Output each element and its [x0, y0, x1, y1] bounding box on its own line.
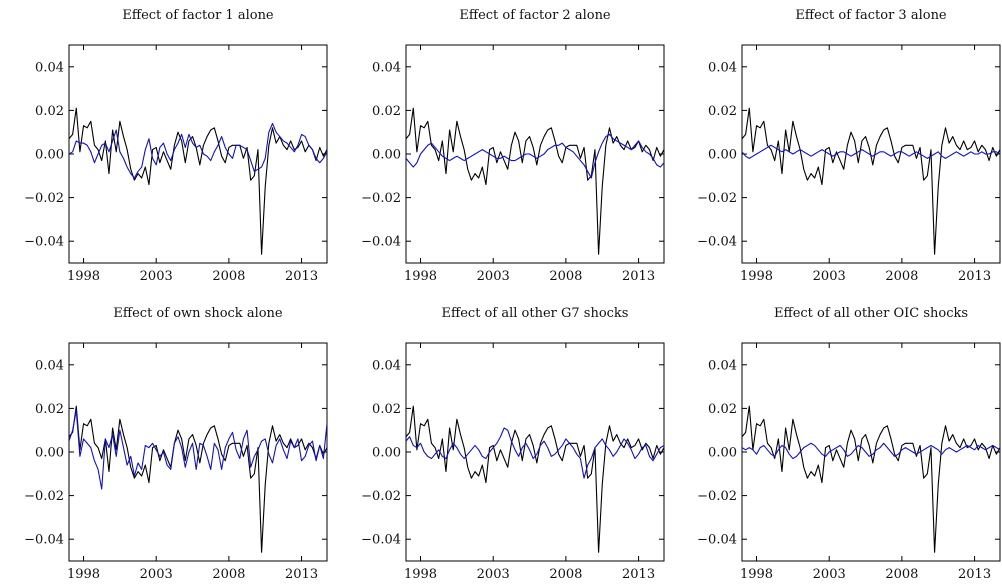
- x-tick-label: 1998: [67, 567, 100, 582]
- series-line-actual: [406, 107, 664, 255]
- chart-title: Effect of all other OIC shocks: [774, 306, 968, 321]
- x-tick-label: 2003: [477, 269, 510, 284]
- x-tick-label: 1998: [740, 269, 773, 284]
- series-line-effect: [406, 133, 664, 179]
- y-tick-label: −0.04: [361, 235, 401, 250]
- y-tick-label: 0.04: [35, 60, 64, 75]
- y-tick-label: 0.00: [372, 148, 401, 163]
- chart-panel-4: Effect of own shock alone 0.04 0.02 0.00 −0.…: [24, 306, 328, 582]
- y-tick-label: 0.04: [708, 358, 737, 373]
- chart-title: Effect of factor 2 alone: [459, 8, 611, 23]
- y-tick-label: 0.04: [35, 358, 64, 373]
- x-tick-label: 2013: [622, 567, 655, 582]
- x-tick-label: 2003: [140, 567, 173, 582]
- y-tick-label: 0.04: [708, 60, 737, 75]
- y-tick-label: 0.02: [35, 402, 64, 417]
- y-tick-label: 0.00: [708, 148, 737, 163]
- y-tick-label: −0.02: [24, 489, 64, 504]
- y-tick-label: 0.02: [372, 104, 401, 119]
- chart-panel-3: Effect of factor 3 alone 0.04 0.02 0.00 −0.0…: [697, 8, 1001, 284]
- series-line-actual: [69, 405, 327, 553]
- y-tick-label: 0.04: [372, 358, 401, 373]
- y-tick-label: −0.02: [361, 489, 401, 504]
- x-tick-label: 1998: [404, 269, 437, 284]
- y-tick-label: 0.00: [35, 446, 64, 461]
- y-tick-label: −0.02: [697, 489, 737, 504]
- x-tick-label: 2013: [958, 269, 991, 284]
- x-tick-label: 1998: [740, 567, 773, 582]
- series-line-actual: [742, 405, 1000, 553]
- y-tick-label: 0.04: [372, 60, 401, 75]
- x-tick-label: 2013: [958, 567, 991, 582]
- x-tick-label: 2008: [212, 567, 245, 582]
- series-line-effect: [742, 144, 1000, 159]
- y-tick-label: −0.04: [697, 235, 737, 250]
- chart-panel-6: Effect of all other OIC shocks 0.04 0.02 0.…: [697, 306, 1001, 582]
- y-tick-label: −0.04: [697, 533, 737, 548]
- y-tick-label: −0.02: [24, 191, 64, 206]
- chart-title: Effect of own shock alone: [113, 306, 283, 321]
- x-tick-label: 2003: [813, 567, 846, 582]
- x-tick-label: 2013: [285, 269, 318, 284]
- x-tick-label: 2008: [212, 269, 245, 284]
- series-line-effect: [742, 442, 1000, 460]
- x-tick-label: 2008: [549, 567, 582, 582]
- y-tick-label: −0.02: [361, 191, 401, 206]
- y-tick-label: 0.02: [35, 104, 64, 119]
- chart-panel-5: Effect of all other G7 shocks 0.04 0.02 0.0…: [361, 306, 665, 582]
- y-tick-label: 0.00: [372, 446, 401, 461]
- x-tick-label: 2003: [477, 567, 510, 582]
- chart-panel-2: Effect of factor 2 alone 0.04 0.02 0.00 −0.0…: [361, 8, 665, 284]
- y-tick-label: 0.02: [708, 104, 737, 119]
- chart-panel-1: Effect of factor 1 alone 0.04 0.02 0.00 −0.0…: [24, 8, 328, 284]
- y-tick-label: −0.04: [24, 235, 64, 250]
- y-tick-label: −0.02: [697, 191, 737, 206]
- y-tick-label: 0.00: [35, 148, 64, 163]
- x-tick-label: 2013: [285, 567, 318, 582]
- chart-title: Effect of all other G7 shocks: [442, 306, 629, 321]
- series-line-actual: [742, 107, 1000, 255]
- chart-title: Effect of factor 1 alone: [122, 8, 274, 23]
- chart-title: Effect of factor 3 alone: [795, 8, 947, 23]
- series-line-effect: [406, 427, 664, 479]
- y-tick-label: −0.04: [361, 533, 401, 548]
- x-tick-label: 2008: [885, 567, 918, 582]
- x-tick-label: 1998: [404, 567, 437, 582]
- series-line-actual: [69, 107, 327, 255]
- y-tick-label: −0.04: [24, 533, 64, 548]
- x-tick-label: 2003: [140, 269, 173, 284]
- x-tick-label: 1998: [67, 269, 100, 284]
- x-tick-label: 2008: [549, 269, 582, 284]
- series-line-actual: [406, 405, 664, 553]
- y-tick-label: 0.00: [708, 446, 737, 461]
- x-tick-label: 2008: [885, 269, 918, 284]
- series-line-effect: [69, 122, 327, 179]
- series-line-effect: [69, 410, 327, 490]
- x-tick-label: 2013: [622, 269, 655, 284]
- y-tick-label: 0.02: [372, 402, 401, 417]
- y-tick-label: 0.02: [708, 402, 737, 417]
- x-tick-label: 2003: [813, 269, 846, 284]
